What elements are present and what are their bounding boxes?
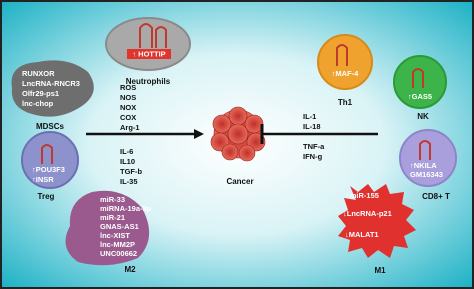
gene: ↑ HOTTIP	[132, 49, 165, 58]
mdsc-cell	[11, 60, 94, 117]
gene: ↑POU3F3	[32, 165, 65, 174]
factor: Arg-1	[120, 123, 140, 132]
gene: RUNXOR	[22, 69, 55, 78]
factor: IL-6	[120, 147, 133, 156]
factor: IL10	[120, 157, 135, 166]
gene: Olfr29-ps1	[22, 89, 59, 98]
factor: IFN-g	[303, 152, 323, 161]
gene: LncRNA-RNCR3	[22, 79, 80, 88]
factor: COX	[120, 113, 136, 122]
gene: lnc-chop	[22, 99, 54, 108]
factor: IL-18	[303, 122, 321, 131]
treg-cell	[21, 131, 79, 189]
nk-cell	[393, 55, 447, 109]
gene: miR-21	[100, 213, 125, 222]
factor: NOX	[120, 103, 136, 112]
cell-label: NK	[417, 112, 429, 121]
gene: ↑GAS5	[408, 92, 432, 101]
gene: UNC00662	[100, 249, 137, 258]
gene: GM16343	[410, 170, 443, 179]
cell-label: Treg	[38, 192, 55, 201]
gene: ↑miR-155	[346, 191, 379, 200]
gene: ↑INSR	[32, 175, 54, 184]
gene: ↑MAF-4	[332, 69, 359, 78]
inhibition-line	[260, 124, 378, 144]
gene: GNAS-AS1	[100, 222, 139, 231]
factor: NOS	[120, 93, 136, 102]
cell-label: Neutrophils	[126, 77, 171, 86]
arrow	[86, 129, 204, 139]
gene: ↓MALAT1	[345, 230, 379, 239]
neutrophil-cell: ↑ HOTTIP	[105, 17, 191, 71]
factor: TGF-b	[120, 167, 142, 176]
cd8-cell	[399, 129, 457, 187]
gene: ↑NKILA	[410, 161, 437, 170]
m1-cell	[338, 184, 416, 258]
gene: lnc-MM2P	[100, 240, 135, 249]
cell-label: CD8+ T	[422, 192, 450, 201]
factor: IL-35	[120, 177, 138, 186]
cell-label: MDSCs	[36, 122, 65, 131]
th1-cell	[317, 34, 373, 90]
factor: IL-1	[303, 112, 316, 121]
gene: miRNA-19a-3p	[100, 204, 152, 213]
gene: miR-33	[100, 195, 125, 204]
gene: ↓LncRNA-p21	[343, 209, 392, 218]
cell-label: M1	[374, 266, 386, 275]
cell-label: M2	[124, 265, 136, 274]
factor: TNF-a	[303, 142, 325, 151]
gene: lnc-XIST	[100, 231, 130, 240]
cancer-label: Cancer	[226, 177, 253, 186]
m2-cell	[65, 190, 150, 266]
cancer-cluster	[210, 106, 266, 162]
cell-label: Th1	[338, 98, 353, 107]
factor: ROS	[120, 83, 136, 92]
